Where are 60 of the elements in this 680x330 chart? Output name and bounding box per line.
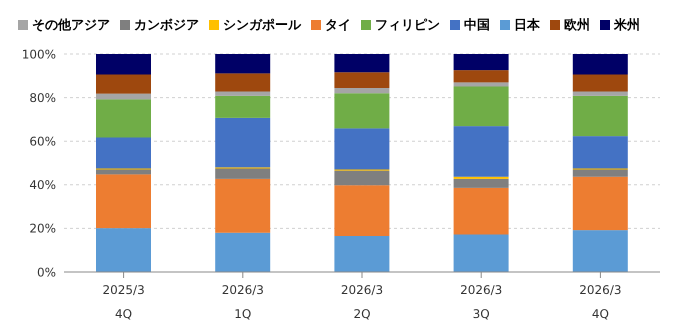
bar	[454, 126, 509, 177]
bar	[215, 118, 270, 168]
bar	[96, 228, 151, 272]
bar	[334, 54, 390, 72]
bar	[572, 230, 628, 272]
legend-label: シンガポール	[223, 18, 301, 33]
y-tick-label: 20%	[29, 222, 56, 236]
bar	[572, 96, 628, 136]
legend-label: 日本	[514, 18, 540, 33]
y-tick-label: 0%	[36, 265, 56, 280]
bar	[334, 72, 390, 88]
bar	[454, 178, 509, 188]
bar	[96, 170, 151, 174]
legend-label: 中国	[464, 18, 490, 33]
bar	[215, 54, 270, 74]
x-tick-label: 2026/3 1Q	[222, 283, 264, 321]
legend-label: その他アジア	[32, 18, 110, 33]
bar	[215, 168, 270, 179]
bar	[334, 236, 390, 272]
legend-label: カンボジア	[134, 18, 199, 33]
y-tick-label: 60%	[29, 134, 56, 148]
bar	[454, 188, 509, 235]
bar	[96, 94, 151, 100]
x-tick-label: 2025/3 4Q	[102, 283, 145, 321]
bar	[334, 185, 390, 236]
y-tick-label: 80%	[29, 90, 56, 105]
bar	[572, 136, 628, 168]
bar	[96, 174, 151, 228]
x-tick-label: 2026/3 4Q	[579, 283, 622, 321]
bar	[215, 96, 270, 118]
bar	[334, 170, 390, 186]
x-tick-label: 2026/3 2Q	[340, 283, 384, 321]
bar	[572, 176, 628, 230]
bar	[572, 54, 628, 74]
legend-label: 欧州	[564, 18, 590, 33]
bar	[334, 88, 390, 94]
bar	[454, 234, 509, 272]
bar	[215, 73, 270, 92]
bar	[454, 82, 509, 86]
bar	[572, 74, 628, 92]
bar	[454, 54, 509, 70]
legend-label: タイ	[325, 18, 351, 33]
bar	[572, 170, 628, 177]
bar	[454, 70, 509, 82]
bar	[215, 91, 270, 96]
bar	[215, 232, 270, 272]
y-tick-label: 100%	[22, 47, 56, 62]
bar	[96, 99, 151, 138]
legend-label: フィリピン	[375, 18, 440, 33]
bar	[334, 128, 390, 170]
legend-label: 米州	[614, 18, 640, 33]
bar	[572, 91, 628, 96]
bar	[96, 137, 151, 168]
bar	[96, 74, 151, 94]
bar	[215, 178, 270, 233]
bar	[334, 93, 390, 128]
bar	[96, 54, 151, 74]
x-tick-label: 2026/3 3Q	[460, 283, 502, 321]
bar	[454, 86, 509, 126]
y-tick-label: 40%	[29, 178, 56, 192]
